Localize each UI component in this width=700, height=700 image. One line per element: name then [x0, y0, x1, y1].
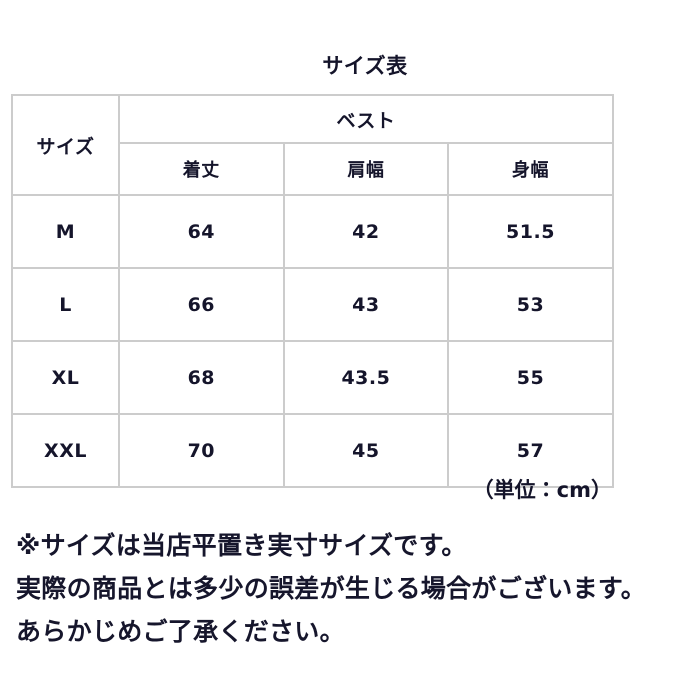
cell-body-width: 53 [447, 267, 614, 342]
column-header-length: 着丈 [118, 142, 285, 196]
table-body: M 64 42 51.5 L 66 43 53 XL 68 43.5 55 [11, 194, 614, 488]
cell-body-width: 55 [447, 340, 614, 415]
cell-shoulder-width: 45 [282, 413, 450, 488]
column-header-size: サイズ [11, 94, 120, 196]
column-header-shoulder-width: 肩幅 [282, 142, 450, 196]
table-row: M 64 42 51.5 [11, 194, 614, 269]
cell-shoulder-width: 43.5 [282, 340, 450, 415]
cell-shoulder-width: 43 [282, 267, 450, 342]
table-header-row-sub: 着丈 肩幅 身幅 [12, 142, 614, 196]
table-header: サイズ ベスト 着丈 肩幅 身幅 [11, 94, 614, 196]
table-header-row-group: サイズ ベスト [11, 94, 614, 196]
note-line-3: あらかじめご了承ください。 [16, 617, 345, 646]
page-title: サイズ表 [322, 54, 408, 78]
cell-length: 68 [118, 340, 285, 415]
table-row: XL 68 43.5 55 [11, 340, 614, 415]
size-table-container: サイズ ベスト 着丈 肩幅 身幅 M 64 42 51.5 L [11, 94, 614, 488]
cell-length: 66 [118, 267, 285, 342]
cell-length: 64 [118, 194, 285, 269]
cell-body-width: 51.5 [447, 194, 614, 269]
note-line-2: 実際の商品とは多少の誤差が生じる場合がございます。 [16, 574, 647, 603]
cell-body-width: 57 [447, 413, 614, 488]
note-line-1: ※サイズは当店平置き実寸サイズです。 [16, 531, 467, 560]
cell-shoulder-width: 42 [282, 194, 450, 269]
cell-size: L [11, 267, 120, 342]
notes-block: ※サイズは当店平置き実寸サイズです。 実際の商品とは多少の誤差が生じる場合がござ… [16, 524, 688, 653]
cell-length: 70 [118, 413, 285, 488]
size-table: サイズ ベスト 着丈 肩幅 身幅 M 64 42 51.5 L [11, 94, 614, 488]
column-header-body-width: 身幅 [447, 142, 614, 196]
cell-size: XXL [11, 413, 120, 488]
table-row: L 66 43 53 [11, 267, 614, 342]
table-row: XXL 70 45 57 [11, 413, 614, 488]
column-group-header-vest: ベスト [118, 94, 614, 144]
cell-size: XL [11, 340, 120, 415]
cell-size: M [11, 194, 120, 269]
unit-note: （単位：cm） [472, 478, 612, 502]
